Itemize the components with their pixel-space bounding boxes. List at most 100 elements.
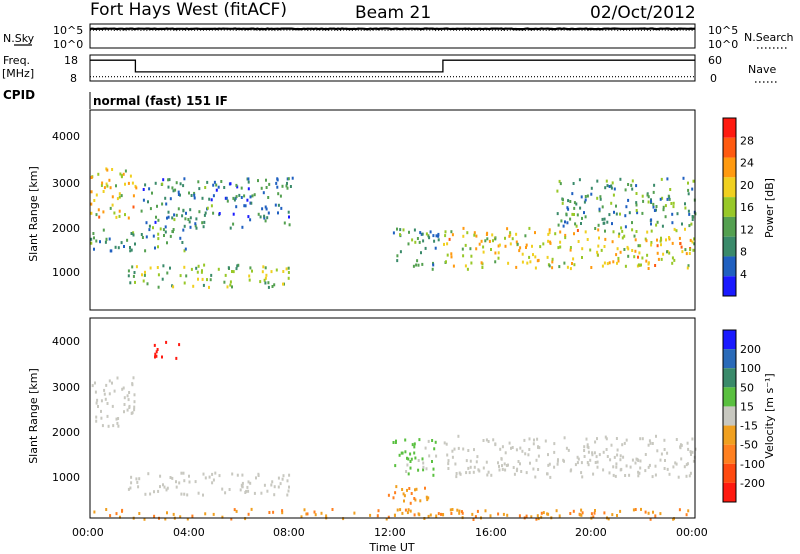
- echo-cell: [193, 191, 196, 195]
- echo-cell: [214, 471, 217, 475]
- echo-cell: [129, 249, 132, 253]
- echo-cell: [515, 232, 518, 236]
- echo-cell: [395, 439, 397, 443]
- echo-cell: [642, 199, 645, 203]
- echo-cell: [548, 231, 551, 235]
- echo-cell: [690, 222, 693, 226]
- echo-cell: [605, 179, 608, 183]
- echo-cell: [672, 465, 675, 469]
- echo-cell: [286, 479, 289, 483]
- echo-cell: [638, 251, 641, 255]
- echo-cell: [602, 468, 605, 472]
- echo-cell: [305, 512, 308, 516]
- echo-cell: [412, 264, 415, 268]
- echo-cell: [102, 210, 105, 214]
- echo-cell: [153, 490, 155, 494]
- colorbar-swatch: [723, 330, 736, 350]
- echo-cell: [236, 264, 239, 268]
- echo-cell: [144, 249, 147, 253]
- echo-cell: [95, 213, 98, 217]
- echo-cell: [623, 441, 626, 445]
- echo-cell: [213, 180, 216, 184]
- echo-cell: [233, 508, 236, 512]
- echo-cell: [547, 232, 550, 236]
- echo-cell: [116, 197, 119, 201]
- echo-cell: [689, 248, 692, 252]
- echo-cell: [99, 240, 101, 244]
- echo-cell: [417, 512, 420, 516]
- echo-cell: [101, 181, 104, 185]
- echo-cell: [671, 221, 674, 225]
- echo-cell: [525, 471, 528, 475]
- echo-cell: [127, 398, 130, 402]
- echo-cell: [247, 512, 250, 516]
- noise-line-1: [89, 29, 695, 32]
- echo-cell: [155, 354, 158, 358]
- echo-cell: [285, 267, 288, 271]
- echo-cell: [687, 509, 690, 513]
- colorbar-swatch: [723, 387, 736, 407]
- echo-cell: [402, 228, 405, 232]
- echo-cell: [109, 514, 112, 518]
- echo-cell: [674, 461, 677, 465]
- echo-cell: [646, 253, 649, 257]
- echo-cell: [227, 266, 230, 270]
- echo-cell: [687, 192, 690, 196]
- echo-cell: [127, 274, 130, 278]
- echo-cell: [613, 210, 615, 214]
- echo-cell: [194, 222, 197, 226]
- echo-cell: [528, 255, 531, 259]
- noise-tick-bottom: 10^0: [53, 38, 83, 51]
- echo-cell: [133, 405, 136, 409]
- echo-cell: [118, 209, 121, 213]
- echo-cell: [431, 439, 434, 442]
- echo-cell: [572, 509, 575, 513]
- echo-cell: [447, 459, 450, 463]
- power-ytick: 4000: [52, 130, 80, 143]
- echo-cell: [530, 515, 533, 519]
- echo-cell: [455, 475, 458, 479]
- echo-cell: [564, 220, 566, 224]
- echo-cell: [166, 216, 168, 220]
- echo-cell: [454, 462, 457, 466]
- echo-cell: [498, 243, 501, 247]
- echo-cell: [507, 261, 510, 265]
- echo-cell: [260, 186, 263, 190]
- echo-cell: [288, 473, 291, 477]
- echo-cell: [682, 176, 685, 180]
- echo-cell: [287, 210, 290, 214]
- echo-cell: [580, 471, 583, 475]
- echo-cell: [231, 285, 233, 289]
- echo-cell: [486, 237, 489, 241]
- echo-cell: [396, 508, 399, 512]
- echo-cell: [387, 515, 390, 519]
- echo-cell: [331, 508, 334, 511]
- station-title: Fort Hays West (fitACF): [90, 0, 287, 20]
- echo-cell: [148, 228, 151, 232]
- echo-cell: [671, 241, 674, 245]
- echo-cell: [601, 205, 604, 209]
- echo-cell: [554, 232, 557, 236]
- echo-cell: [616, 514, 618, 517]
- echo-cell: [229, 226, 232, 230]
- echo-cell: [181, 241, 184, 244]
- echo-cell: [140, 233, 143, 236]
- echo-cell: [203, 213, 206, 217]
- echo-cell: [133, 400, 136, 404]
- echo-cell: [583, 445, 586, 449]
- echo-cell: [671, 212, 674, 216]
- echo-cell: [650, 218, 653, 222]
- echo-cell: [684, 206, 687, 210]
- echo-cell: [558, 179, 561, 183]
- echo-cell: [650, 243, 653, 247]
- echo-cell: [287, 276, 290, 280]
- echo-cell: [229, 280, 232, 284]
- echo-cell: [691, 437, 694, 441]
- power-ytick: 3000: [52, 177, 80, 190]
- echo-cell: [153, 343, 156, 347]
- echo-cell: [188, 480, 191, 484]
- echo-cell: [592, 472, 595, 476]
- echo-cell: [586, 461, 589, 464]
- echo-cell: [246, 198, 249, 202]
- echo-cell: [172, 228, 175, 231]
